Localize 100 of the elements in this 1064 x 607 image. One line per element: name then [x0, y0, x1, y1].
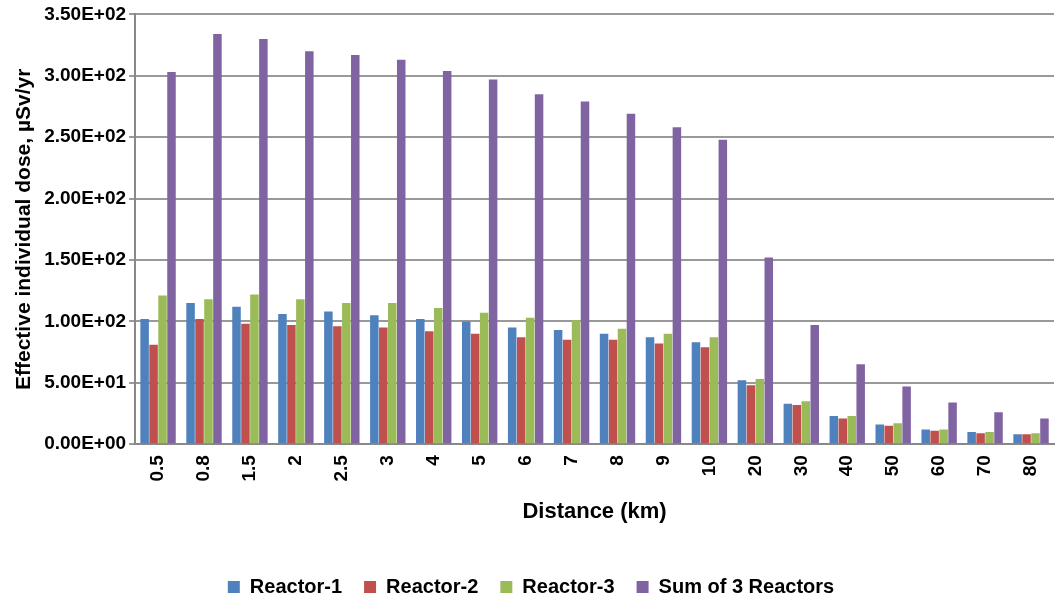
y-tick-label: 1.00E+02 — [44, 309, 127, 331]
x-tick-label: 1.5 — [238, 454, 260, 482]
bar — [396, 59, 406, 444]
bar — [1013, 434, 1022, 444]
bar — [388, 302, 397, 444]
bar — [893, 423, 902, 444]
bar — [994, 412, 1003, 444]
x-tick-label: 6 — [513, 455, 535, 466]
bar — [654, 343, 664, 444]
bar — [838, 418, 848, 444]
bar — [507, 327, 517, 444]
bar — [599, 333, 609, 444]
bar — [342, 302, 351, 444]
x-tick-label: 0.8 — [192, 455, 214, 482]
legend-label: Reactor-1 — [249, 574, 343, 597]
x-tick-label: 7 — [559, 455, 581, 466]
bar — [461, 321, 471, 444]
bar — [525, 317, 535, 444]
bar — [259, 38, 268, 444]
y-tick-label: 2.50E+02 — [44, 125, 127, 147]
bar — [287, 325, 296, 444]
bar — [580, 101, 590, 444]
bar — [324, 311, 333, 444]
bar — [856, 364, 865, 444]
bar — [213, 34, 222, 444]
x-axis-title: Distance (km) — [522, 497, 667, 523]
x-tick-label: 8 — [605, 455, 627, 466]
bar — [370, 315, 379, 444]
bar — [663, 333, 673, 444]
bar — [479, 312, 489, 444]
bar — [829, 415, 839, 444]
bar — [488, 79, 498, 444]
x-tick-label: 30 — [789, 455, 811, 477]
y-tick-label: 0.00E+00 — [44, 432, 127, 454]
bar — [608, 339, 618, 444]
legend-label: Reactor-2 — [386, 574, 479, 597]
bar — [140, 318, 149, 444]
bar — [810, 325, 819, 444]
bar — [232, 306, 241, 444]
bar — [902, 386, 911, 444]
bar — [571, 320, 581, 444]
bar — [709, 337, 719, 444]
x-tick-label: 4 — [421, 454, 443, 466]
y-axis-title: Effective individual dose, µSv/yr — [11, 68, 35, 390]
y-tick-label: 3.00E+02 — [44, 64, 127, 86]
bar — [186, 302, 195, 444]
x-tick-label: 0.5 — [146, 454, 168, 482]
bar — [1040, 418, 1049, 444]
bar — [278, 314, 287, 444]
x-tick-label: 3 — [376, 455, 398, 466]
legend-label: Sum of 3 Reactors — [658, 574, 835, 597]
bar — [626, 113, 636, 444]
x-tick-label: 40 — [835, 455, 857, 477]
bar — [167, 72, 176, 444]
bar — [305, 51, 314, 444]
bar — [976, 433, 985, 444]
bar — [691, 342, 701, 444]
x-tick-label: 2.5 — [330, 454, 352, 482]
bar — [534, 94, 544, 444]
x-tick-label: 20 — [743, 455, 765, 477]
bar — [801, 401, 811, 444]
bar — [967, 431, 976, 444]
bar — [296, 299, 305, 444]
bar — [1031, 433, 1040, 444]
x-tick-label: 10 — [697, 455, 719, 477]
bar — [158, 295, 167, 444]
bar — [847, 415, 856, 444]
y-tick-label: 5.00E+01 — [44, 371, 127, 393]
bar — [672, 127, 682, 444]
bar — [516, 337, 526, 444]
bar — [792, 404, 802, 444]
bar — [351, 54, 360, 444]
bar — [700, 347, 710, 444]
bar — [737, 380, 747, 444]
bar — [553, 329, 563, 444]
bar — [379, 327, 388, 444]
bar — [755, 379, 765, 444]
y-tick-label: 3.50E+02 — [44, 2, 127, 24]
bar — [764, 257, 774, 444]
bar — [783, 403, 793, 444]
bar — [930, 430, 939, 444]
x-tick-label: 70 — [973, 455, 995, 477]
y-tick-label: 1.50E+02 — [44, 248, 127, 270]
bar — [645, 337, 655, 444]
bar — [948, 402, 957, 444]
bar — [149, 344, 158, 444]
bar — [1022, 434, 1031, 444]
bar — [442, 70, 452, 444]
bar — [985, 431, 994, 444]
bar — [939, 429, 948, 444]
bar — [746, 385, 756, 444]
bar — [617, 328, 627, 444]
bar — [425, 331, 434, 444]
bar — [204, 299, 213, 444]
bar — [921, 429, 930, 444]
bar — [241, 323, 250, 444]
x-tick-label: 50 — [881, 455, 903, 477]
bar — [884, 425, 893, 444]
bar — [433, 307, 443, 444]
bar — [562, 339, 572, 444]
